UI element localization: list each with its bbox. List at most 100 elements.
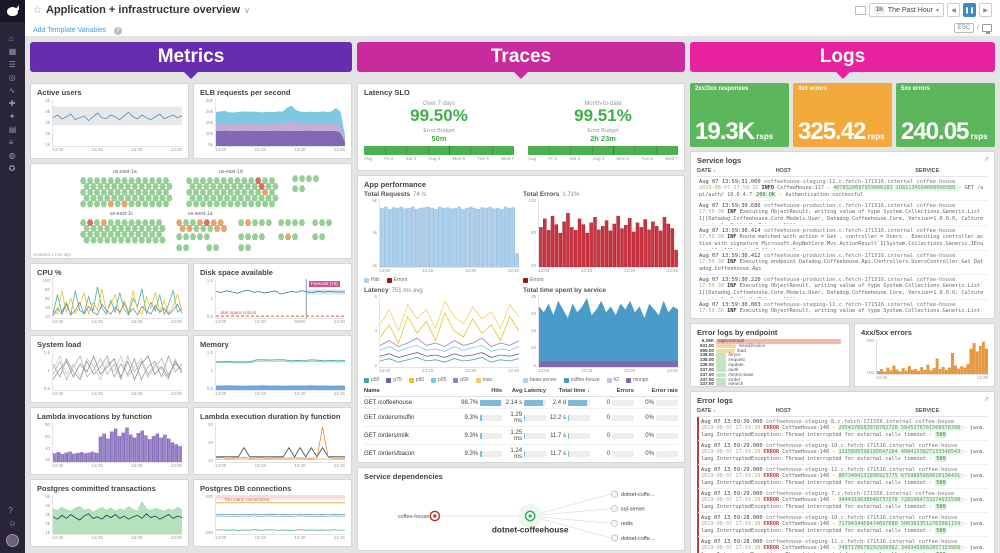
host-hexagon[interactable] [97, 225, 104, 232]
host-hexagon[interactable] [189, 219, 197, 227]
plot-area[interactable] [52, 99, 182, 147]
host-hexagon[interactable] [121, 230, 128, 238]
legend-item[interactable]: max [475, 377, 492, 383]
toplist-row[interactable]: 237.00/order [697, 377, 843, 383]
favorite-star-icon[interactable]: ☆ [33, 4, 42, 16]
host-hexagon[interactable] [111, 183, 118, 190]
host-hexagon[interactable] [93, 200, 101, 208]
host-hexagon[interactable] [251, 194, 258, 202]
host-hexagon[interactable] [124, 194, 132, 202]
column-header[interactable]: Name [364, 388, 380, 394]
log-column-header[interactable]: DATE ↓ [697, 408, 716, 414]
host-hexagon[interactable] [80, 177, 87, 185]
host-hexagon[interactable] [142, 177, 149, 185]
host-hexagon[interactable] [217, 194, 224, 202]
host-hexagon[interactable] [145, 236, 152, 244]
host-hexagon[interactable] [155, 219, 163, 227]
host-hexagon[interactable] [258, 219, 266, 227]
host-hexagon[interactable] [138, 236, 145, 244]
chart-memory[interactable]: 0.5 1 1.5 13:00 13:15 13:30 13:45 [200, 350, 345, 398]
host-hexagon[interactable] [152, 183, 159, 190]
log-entry[interactable]: Aug 07 13:59:31.000 coffeehouse-staging-… [697, 177, 988, 202]
host-hexagon[interactable] [149, 188, 156, 196]
column-header[interactable]: Error rate [651, 388, 678, 394]
host-hexagon[interactable] [135, 200, 142, 208]
table-row[interactable]: GET /coffeehouse 98.7% 2.14 s 2.4 d 0 0% [364, 397, 678, 409]
log-entry[interactable]: Aug 07 13:59:30.686 coffeehouse-producti… [697, 201, 988, 227]
host-hexagon[interactable] [238, 244, 245, 252]
host-hexagon[interactable] [111, 225, 118, 232]
host-hexagon[interactable] [155, 230, 163, 238]
host-hexagon[interactable] [128, 230, 135, 238]
host-hexagon[interactable] [90, 236, 97, 244]
host-hexagon[interactable] [176, 219, 183, 227]
host-hexagon[interactable] [80, 230, 87, 238]
fullscreen-icon[interactable] [982, 24, 992, 34]
chart-disk[interactable]: 0.5 1 1.5 Forecast (7d) disk space critical 1… [200, 278, 345, 326]
metrics-icon[interactable]: ∿ [8, 86, 16, 95]
host-hexagon[interactable] [248, 188, 255, 196]
log-entry[interactable]: Aug 07 13:59:29.000 coffeehouse-staging-… [697, 441, 988, 466]
kpi-2xx-3xx-responses[interactable]: 2xx/3xx responses 19.3K rsps [690, 83, 789, 147]
legend-item[interactable]: coffee-house [563, 377, 600, 383]
widget-error-logs-by-endpoint[interactable]: Error logs by endpoint 6.29K/api/v1/emai… [690, 323, 851, 387]
host-hexagon[interactable] [255, 188, 262, 196]
host-hexagon[interactable] [145, 225, 152, 232]
host-hexagon[interactable] [86, 200, 94, 208]
host-hexagon[interactable] [196, 183, 203, 190]
host-hexagon[interactable] [210, 219, 217, 227]
host-hexagon[interactable] [97, 194, 104, 202]
legend-item[interactable]: p90 [408, 377, 424, 383]
host-hexagon[interactable] [142, 230, 149, 238]
toplist-row[interactable]: 238.00/update [697, 362, 843, 368]
host-hexagon[interactable] [227, 200, 234, 208]
table-row[interactable]: GET /orders/muffin 9.3% 1.29 ms 12.2 s 0 0% [364, 409, 678, 427]
host-hexagon[interactable] [199, 188, 207, 196]
host-hexagon[interactable] [244, 244, 252, 252]
kpi-4xx-errors[interactable]: 4xx errors 325.42 rsps [793, 83, 892, 147]
plot-area[interactable] [52, 495, 182, 535]
widget-latency-slo[interactable]: Latency SLO Over 7 days 99.50% Error Bud… [357, 83, 685, 171]
chart-svc_time[interactable]: 5 10 15 20 25 13:00 13:15 13:30 13:45 [523, 294, 678, 375]
chart-e4x5x[interactable]: 100 200 13:00 13:30 [861, 338, 988, 382]
host-hexagon[interactable] [227, 177, 234, 185]
host-hexagon[interactable] [159, 236, 166, 244]
host-hexagon[interactable] [93, 188, 101, 196]
log-entry[interactable]: Aug 07 13:59:30.220 coffeehouse-producti… [697, 275, 988, 301]
host-hexagon[interactable] [312, 219, 319, 227]
widget-lambda-invocations[interactable]: Lambda invocations by function 20 40 60 80 1… [30, 407, 189, 475]
host-hexagon[interactable] [182, 244, 190, 252]
host-hexagon[interactable] [192, 188, 200, 196]
host-hexagon[interactable] [207, 225, 214, 232]
legend-item[interactable]: Hits [364, 277, 380, 283]
log-entry[interactable]: Aug 07 13:59:29.000 coffeehouse-staging-… [697, 465, 988, 490]
host-hexagon[interactable] [128, 200, 135, 208]
help-question-icon[interactable]: ? [113, 27, 122, 35]
host-hexagon[interactable] [114, 188, 121, 196]
plot-area[interactable] [538, 295, 678, 368]
logs-icon[interactable]: ≡ [8, 138, 14, 147]
host-hexagon[interactable] [186, 177, 193, 185]
host-hexagon[interactable] [227, 188, 234, 196]
host-hexagon[interactable] [213, 177, 220, 185]
host-hexagon[interactable] [217, 183, 224, 190]
host-hexagon[interactable] [117, 225, 125, 232]
host-hexagon[interactable] [203, 233, 210, 241]
chart-latency[interactable]: 2 4 6 13:00 13:15 13:30 13:45 [364, 294, 519, 375]
host-hexagon[interactable] [83, 194, 90, 202]
host-hexagon[interactable] [261, 200, 269, 208]
host-hexagon[interactable] [121, 177, 128, 185]
log-entry[interactable]: Aug 07 13:59:30.412 coffeehouse-producti… [697, 251, 988, 276]
user-avatar[interactable] [6, 534, 19, 547]
host-hexagon[interactable] [261, 177, 269, 185]
host-hexagon[interactable] [305, 175, 313, 183]
host-hexagon[interactable] [312, 233, 319, 241]
host-hexagon[interactable] [220, 177, 227, 185]
host-hexagon[interactable] [292, 185, 299, 193]
host-hexagon[interactable] [121, 200, 128, 208]
host-hexagon[interactable] [272, 183, 279, 190]
host-hexagon[interactable] [176, 233, 183, 241]
widget-lambda-duration[interactable]: Lambda execution duration by function 10… [193, 407, 352, 475]
column-header[interactable]: Avg Latency [511, 388, 547, 394]
chart-sysload[interactable]: 0.5 1 1.5 13:00 13:15 13:30 13:45 [37, 350, 182, 398]
